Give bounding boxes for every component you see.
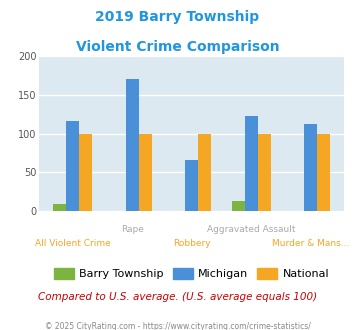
Text: © 2025 CityRating.com - https://www.cityrating.com/crime-statistics/: © 2025 CityRating.com - https://www.city… xyxy=(45,322,310,330)
Bar xyxy=(245,116,258,211)
Text: Robbery: Robbery xyxy=(173,239,211,248)
Bar xyxy=(258,134,271,211)
Bar xyxy=(66,121,79,211)
Bar xyxy=(126,80,139,211)
Bar xyxy=(317,134,331,211)
Text: Aggravated Assault: Aggravated Assault xyxy=(207,225,295,234)
Bar xyxy=(79,134,92,211)
Text: Murder & Mans...: Murder & Mans... xyxy=(272,239,350,248)
Text: 2019 Barry Township: 2019 Barry Township xyxy=(95,10,260,24)
Text: Rape: Rape xyxy=(121,225,143,234)
Text: Compared to U.S. average. (U.S. average equals 100): Compared to U.S. average. (U.S. average … xyxy=(38,292,317,302)
Bar xyxy=(53,204,66,211)
Bar xyxy=(139,134,152,211)
Bar xyxy=(198,134,211,211)
Bar xyxy=(185,160,198,211)
Bar xyxy=(304,124,317,211)
Bar xyxy=(231,201,245,211)
Legend: Barry Township, Michigan, National: Barry Township, Michigan, National xyxy=(49,263,334,283)
Text: Violent Crime Comparison: Violent Crime Comparison xyxy=(76,40,279,53)
Text: All Violent Crime: All Violent Crime xyxy=(35,239,110,248)
